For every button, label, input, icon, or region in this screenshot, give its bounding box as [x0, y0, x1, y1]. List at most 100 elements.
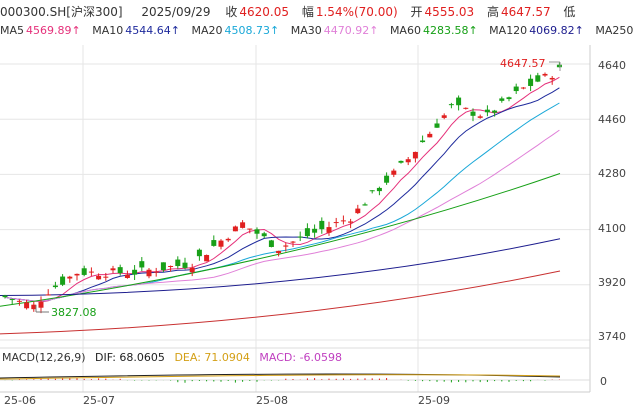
- ma30-value: 4470.92↑: [323, 24, 379, 37]
- macd-dea: DEA: 71.0904: [174, 351, 250, 364]
- candle-body: [276, 250, 282, 254]
- candle-body: [110, 268, 116, 271]
- candle-body: [225, 238, 231, 241]
- macd-zero-label: 0: [600, 375, 607, 388]
- candle-body: [9, 299, 15, 301]
- candle-body: [2, 295, 8, 298]
- ma120-label: MA120: [489, 24, 528, 37]
- candle-body: [60, 276, 66, 285]
- candle-body: [477, 116, 483, 118]
- candle-body: [520, 87, 526, 89]
- candle-body: [484, 109, 490, 113]
- candle-body: [38, 301, 44, 308]
- candle-body: [542, 73, 548, 76]
- candle-body: [211, 240, 217, 246]
- candle-body: [96, 275, 102, 280]
- price-tick-label: 3740: [598, 330, 626, 343]
- candle-body: [506, 97, 512, 100]
- candle-body: [139, 261, 145, 268]
- candle-body: [117, 267, 123, 274]
- low-label: 低: [563, 5, 576, 19]
- candle-body: [398, 160, 404, 163]
- candle-body: [355, 208, 361, 214]
- candle-body: [45, 294, 51, 296]
- candle-body: [232, 226, 238, 232]
- close-label: 收: [225, 5, 238, 19]
- time-tick-label: 25-09: [418, 394, 450, 407]
- ma60-label: MA60: [389, 24, 421, 37]
- candle-body: [240, 222, 246, 228]
- close-value: 4620.05: [239, 5, 290, 19]
- ma5-value: 4569.89↑: [26, 24, 81, 37]
- candle-body: [247, 228, 253, 230]
- candle-body: [340, 220, 346, 222]
- candle-body: [535, 75, 541, 82]
- candle-body: [218, 240, 224, 247]
- candle-body: [434, 123, 440, 128]
- candle-body: [470, 111, 476, 116]
- high-annotation: 4647.57: [500, 57, 546, 70]
- candle-body: [376, 187, 382, 192]
- candle-body: [31, 304, 37, 310]
- candle-body: [362, 204, 368, 206]
- ma120-line: [0, 238, 561, 297]
- candle-body: [132, 269, 138, 275]
- ma10-line: [4, 87, 560, 302]
- candle-body: [283, 245, 289, 247]
- ma5-label: MA5: [0, 24, 25, 37]
- ma250-label: MA250: [595, 24, 634, 37]
- index-code: 000300.SH[沪深300]: [0, 5, 123, 19]
- time-tick-label: 25-07: [83, 394, 115, 407]
- candle-body: [160, 262, 166, 271]
- candle-body: [67, 276, 73, 279]
- candle-body: [549, 77, 555, 80]
- macd-dif: DIF: 68.0605: [95, 351, 165, 364]
- candle-body: [492, 110, 498, 113]
- candle-body: [405, 159, 411, 163]
- quote-header: 000300.SH[沪深300] 2025/09/29 收 4620.05 幅 1.…: [0, 3, 580, 20]
- ma10-value: 4544.64↑: [125, 24, 180, 37]
- candle-body: [333, 222, 339, 224]
- candle-body: [441, 115, 447, 118]
- candle-body: [16, 300, 22, 302]
- candle-body: [153, 271, 159, 273]
- price-tick-label: 3920: [598, 276, 626, 289]
- ma20-line: [4, 102, 560, 302]
- ma20-value: 4508.73↑: [224, 24, 280, 37]
- high-label: 高: [487, 5, 500, 19]
- ma60-line: [0, 173, 561, 307]
- candle-body: [463, 107, 469, 109]
- candle-body: [326, 227, 332, 233]
- candle-body: [319, 220, 325, 230]
- candle-body: [24, 302, 30, 309]
- candle-body: [369, 190, 375, 192]
- candle-body: [52, 285, 58, 288]
- price-tick-label: 4280: [598, 167, 626, 180]
- candle-body: [427, 133, 433, 138]
- ma20-label: MA20: [191, 24, 223, 37]
- candle-body: [182, 262, 188, 268]
- candle-body: [146, 269, 152, 277]
- candle-body: [304, 228, 310, 237]
- ma-legend: MA5 4569.89↑ MA10 4544.64↑ MA20 4508.73↑ MA…: [0, 24, 635, 37]
- candle-body: [124, 274, 130, 278]
- candle-body: [81, 268, 87, 275]
- ma10-label: MA10: [92, 24, 124, 37]
- candle-body: [261, 233, 267, 237]
- ma250-line: [0, 270, 561, 335]
- candle-body: [168, 265, 174, 267]
- candle-body: [175, 259, 181, 267]
- candle-body: [297, 236, 303, 238]
- candle-body: [499, 98, 505, 101]
- candle-body: [412, 151, 418, 159]
- ma5-line: [4, 76, 560, 303]
- candle-body: [348, 221, 354, 223]
- candle-body: [456, 97, 462, 106]
- candle-body: [74, 273, 80, 276]
- candle-body: [88, 271, 94, 273]
- candle-body: [528, 78, 534, 86]
- candle-body: [391, 170, 397, 175]
- low-annotation: 3827.08: [51, 306, 97, 319]
- candle-body: [189, 267, 195, 273]
